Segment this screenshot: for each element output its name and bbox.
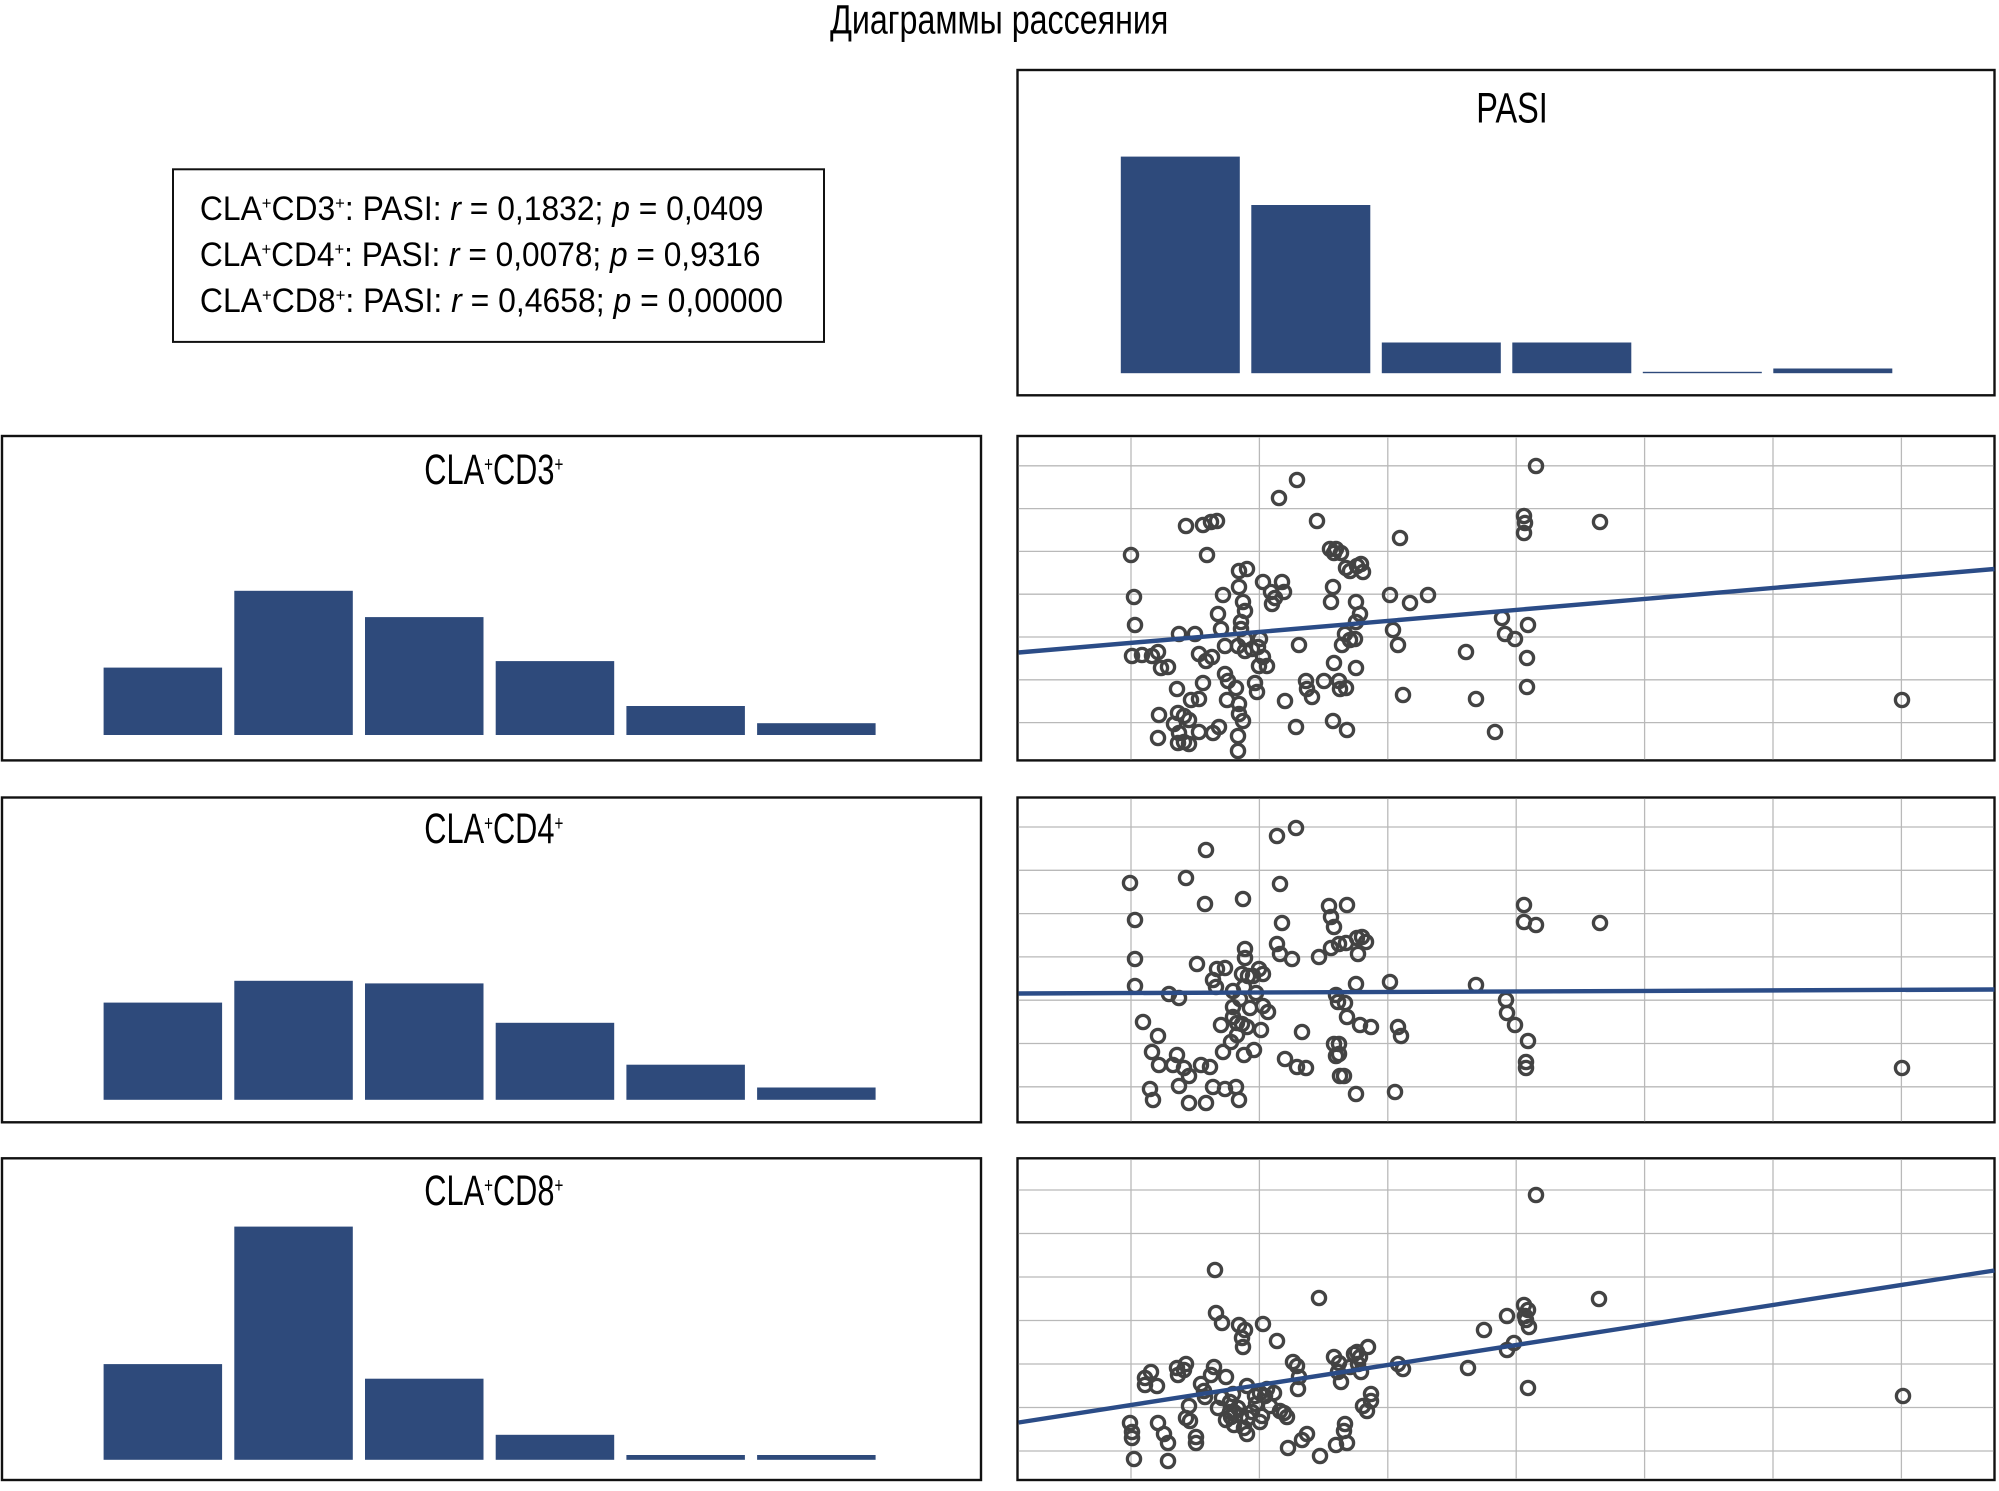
svg-text:Диаграммы рассеяния: Диаграммы рассеяния [830,0,1168,42]
svg-text:CLA+CD4+: CLA+CD4+ [424,804,563,852]
svg-text:CLA+CD3+: CLA+CD3+ [424,445,563,493]
svg-text:CLA+CD4+: PASI: r = 0,0078; p: CLA+CD4+: PASI: r = 0,0078; p = 0,9316 [200,236,761,275]
svg-text:CLA+CD8+: PASI: r = 0,4658; p: CLA+CD8+: PASI: r = 0,4658; p = 0,00000 [200,282,783,320]
svg-text:CLA+CD8+: CLA+CD8+ [424,1166,563,1214]
svg-text:PASI: PASI [1476,85,1548,132]
svg-text:CLA+CD3+: PASI: r = 0,1832; p: CLA+CD3+: PASI: r = 0,1832; p = 0,0409 [200,190,764,228]
